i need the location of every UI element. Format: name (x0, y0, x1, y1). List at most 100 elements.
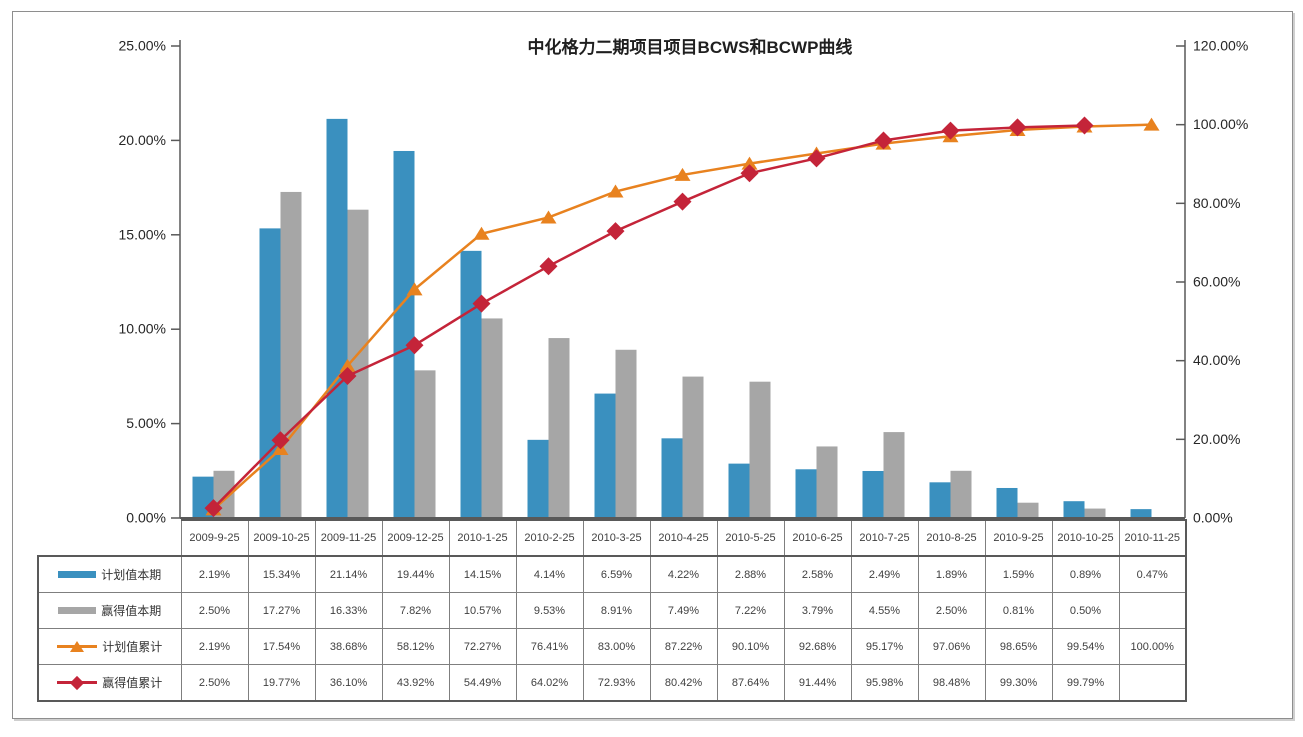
value-cell-planned-current: 4.22% (649, 555, 718, 593)
value-cell-planned-cumulative: 58.12% (381, 628, 450, 665)
value-cell-planned-current: 2.49% (850, 555, 919, 593)
value-cell-earned-current (1118, 592, 1187, 629)
diamond-marker-icon (405, 336, 424, 355)
value-cell-planned-current: 0.47% (1118, 555, 1187, 593)
value-cell-earned-cumulative: 36.10% (314, 664, 383, 702)
value-cell-planned-cumulative: 83.00% (582, 628, 651, 665)
left-axis-tick-label: 20.00% (119, 132, 166, 148)
value-cell-earned-current: 9.53% (515, 592, 584, 629)
value-cell-planned-cumulative: 72.27% (448, 628, 517, 665)
value-cell-planned-cumulative: 95.17% (850, 628, 919, 665)
value-cell-earned-current: 7.22% (716, 592, 785, 629)
triangle-marker-icon (607, 184, 624, 198)
bar-planned-current (594, 393, 616, 518)
legend-label: 计划值本期 (101, 568, 162, 582)
bar-earned-current (481, 318, 503, 518)
triangle-marker-icon (674, 167, 691, 181)
right-axis-tick-label: 120.00% (1193, 38, 1248, 54)
date-header-cell: 2010-3-25 (582, 519, 651, 557)
value-cell-planned-current: 21.14% (314, 555, 383, 593)
bar-planned-current (862, 470, 884, 518)
value-cell-earned-cumulative: 64.02% (515, 664, 584, 702)
date-header-cell: 2009-9-25 (180, 519, 249, 557)
bar-earned-current (1017, 502, 1039, 518)
right-axis-tick-label: 40.00% (1193, 352, 1240, 368)
value-cell-planned-cumulative: 76.41% (515, 628, 584, 665)
diamond-marker-icon (70, 675, 85, 690)
legend-cell-planned-current: 计划值本期 (37, 555, 182, 593)
value-cell-planned-cumulative: 99.54% (1051, 628, 1120, 665)
date-header-cell: 2010-9-25 (984, 519, 1053, 557)
diamond-marker-icon (673, 192, 692, 211)
date-header-cell: 2010-5-25 (716, 519, 785, 557)
date-header-cell: 2010-10-25 (1051, 519, 1120, 557)
bar-earned-current (816, 446, 838, 518)
left-axis-tick-label: 25.00% (119, 38, 166, 54)
legend-label: 计划值累计 (102, 640, 163, 654)
value-cell-earned-current: 0.50% (1051, 592, 1120, 629)
value-cell-earned-current: 3.79% (783, 592, 852, 629)
bar-earned-current (682, 376, 704, 518)
diamond-marker-icon (1008, 118, 1027, 137)
date-header-cell: 2010-7-25 (850, 519, 919, 557)
right-axis-tick-label: 80.00% (1193, 195, 1240, 211)
left-axis-tick-label: 5.00% (126, 415, 166, 431)
legend-label: 赢得值累计 (102, 676, 163, 690)
legend-swatch-icon-earned-current (58, 607, 97, 614)
value-cell-earned-cumulative: 43.92% (381, 664, 450, 702)
triangle-marker-icon (473, 226, 490, 240)
value-cell-earned-current: 10.57% (448, 592, 517, 629)
table-row-planned-current: 计划值本期 2.19% 15.34% 21.14% 19.44% 14.15% 4.14% 6… (37, 555, 1187, 593)
bar-planned-current (460, 250, 482, 518)
legend-cell-earned-current: 赢得值本期 (37, 592, 182, 629)
value-cell-earned-current: 17.27% (247, 592, 316, 629)
bar-planned-current (326, 118, 348, 518)
left-axis-tick-label: 10.00% (119, 321, 166, 337)
value-cell-planned-cumulative: 90.10% (716, 628, 785, 665)
value-cell-planned-cumulative: 92.68% (783, 628, 852, 665)
bar-planned-current (996, 487, 1018, 518)
diamond-marker-icon (606, 222, 625, 241)
bar-planned-current (393, 150, 415, 519)
chart-plot-area: 0.00% 5.00% 10.00% 15.00% 20.00% 25.00% 0.00% 2… (119, 38, 1249, 526)
value-cell-earned-current: 16.33% (314, 592, 383, 629)
value-cell-earned-cumulative: 19.77% (247, 664, 316, 702)
diamond-marker-icon (1075, 116, 1094, 135)
value-cell-planned-cumulative: 17.54% (247, 628, 316, 665)
date-header-cell: 2010-11-25 (1118, 519, 1187, 557)
value-cell-earned-current: 2.50% (917, 592, 986, 629)
diamond-marker-icon (874, 131, 893, 150)
table-corner-cell (38, 520, 181, 556)
value-cell-earned-cumulative: 54.49% (448, 664, 517, 702)
bar-planned-current (929, 482, 951, 518)
triangle-marker-icon (741, 156, 758, 170)
legend-swatch-icon-planned-current (58, 571, 97, 578)
value-cell-earned-cumulative: 98.48% (917, 664, 986, 702)
value-cell-planned-cumulative: 97.06% (917, 628, 986, 665)
value-cell-planned-current: 14.15% (448, 555, 517, 593)
bar-earned-current (280, 191, 302, 519)
table-header-row: 2009-9-25 2009-10-25 2009-11-25 2009-12-25 2… (38, 519, 1187, 557)
bar-earned-current (414, 370, 436, 518)
bar-earned-current (1084, 508, 1106, 518)
date-header-cell: 2010-2-25 (515, 519, 584, 557)
diamond-marker-icon (204, 499, 223, 518)
value-cell-planned-current: 15.34% (247, 555, 316, 593)
chart-title: 中化格力二期项目项目BCWS和BCWP曲线 (528, 37, 853, 57)
bar-planned-current (1130, 509, 1152, 518)
value-cell-planned-current: 19.44% (381, 555, 450, 593)
value-cell-earned-cumulative (1118, 664, 1187, 702)
value-cell-planned-cumulative: 38.68% (314, 628, 383, 665)
line-earned-cumulative (212, 124, 1085, 510)
date-header-cell: 2010-1-25 (448, 519, 517, 557)
legend-line-icon-planned-cumulative (57, 640, 98, 654)
diamond-marker-icon (472, 294, 491, 313)
left-axis-tick-label: 15.00% (119, 226, 166, 242)
value-cell-planned-current: 2.19% (180, 555, 249, 593)
date-header-cell: 2009-10-25 (247, 519, 316, 557)
right-axis-tick-label: 60.00% (1193, 274, 1240, 290)
table-row-earned-current: 赢得值本期 2.50% 17.27% 16.33% 7.82% 10.57% 9.53% 8.… (37, 592, 1187, 629)
diamond-marker-icon (539, 257, 558, 276)
diamond-marker-icon (338, 367, 357, 386)
bar-earned-current (548, 338, 570, 518)
